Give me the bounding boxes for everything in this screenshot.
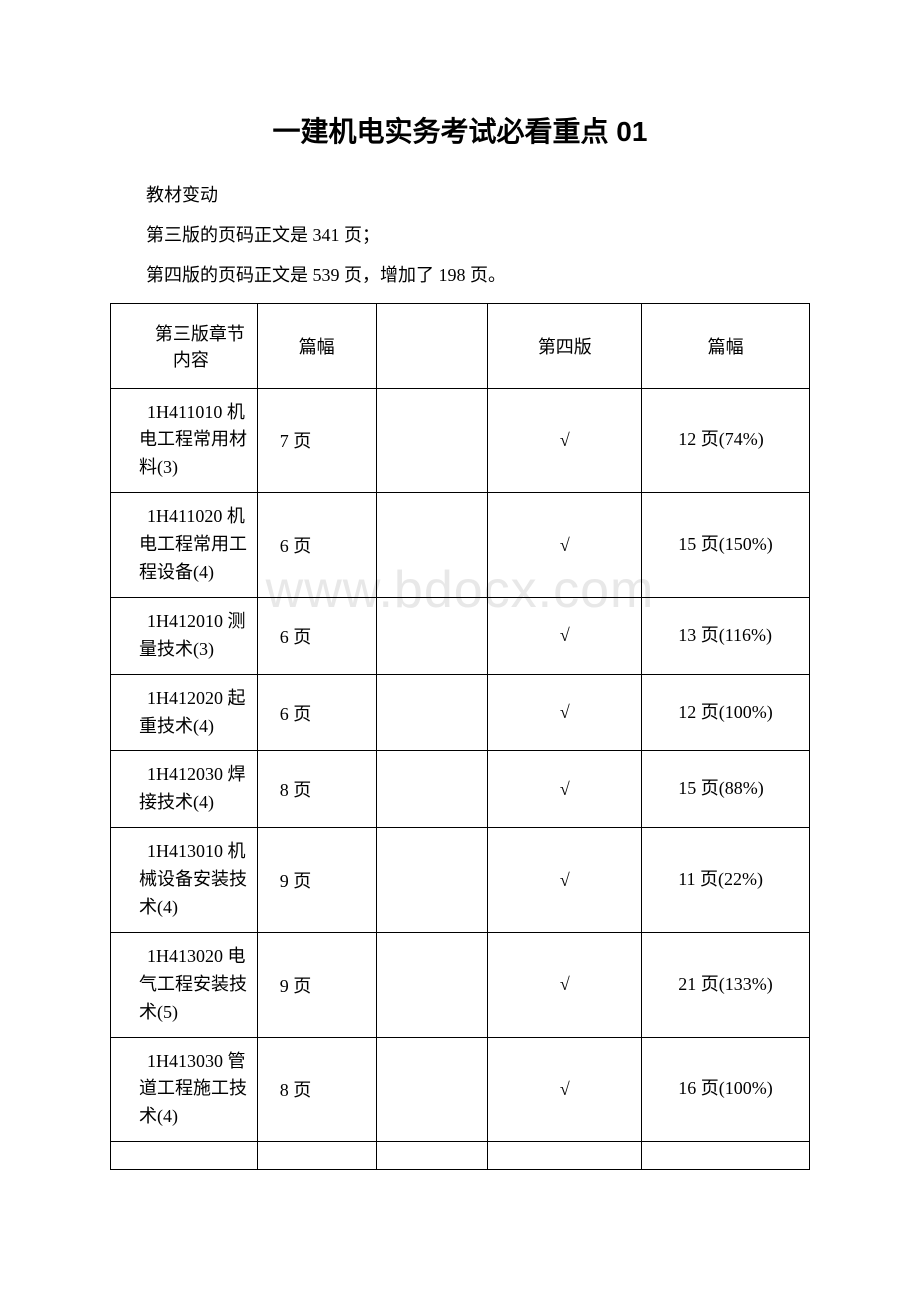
table-cell — [376, 751, 488, 828]
table-cell: √ — [488, 493, 642, 598]
table-cell: √ — [488, 751, 642, 828]
table-cell: √ — [488, 674, 642, 751]
table-row: 1H412030 焊接技术(4) 8 页 √ 15 页(88%) — [111, 751, 810, 828]
table-cell — [376, 828, 488, 933]
table-cell — [376, 1142, 488, 1170]
table-cell: 11 页(22%) — [642, 828, 810, 933]
table-cell: √ — [488, 828, 642, 933]
table-cell — [642, 1142, 810, 1170]
document-page: www.bdocx.com 一建机电实务考试必看重点 01 教材变动 第三版的页… — [0, 0, 920, 1230]
table-row: 1H413020 电气工程安装技术(5) 9 页 √ 21 页(133%) — [111, 932, 810, 1037]
table-cell — [376, 674, 488, 751]
table-cell: 15 页(88%) — [642, 751, 810, 828]
table-cell: 7 页 — [257, 388, 376, 493]
table-header-row: 第三版章节内容 篇幅 第四版 篇幅 — [111, 303, 810, 388]
paragraph: 教材变动 — [110, 178, 810, 212]
table-cell: 15 页(150%) — [642, 493, 810, 598]
page-title: 一建机电实务考试必看重点 01 — [110, 110, 810, 150]
table-cell: 1H413010 机械设备安装技术(4) — [111, 828, 258, 933]
table-cell: √ — [488, 932, 642, 1037]
table-header: 第四版 — [488, 303, 642, 388]
content-layer: 一建机电实务考试必看重点 01 教材变动 第三版的页码正文是 341 页； 第四… — [110, 110, 810, 1170]
table-row — [111, 1142, 810, 1170]
comparison-table: 第三版章节内容 篇幅 第四版 篇幅 1H411010 机电工程常用材料(3) 7… — [110, 303, 810, 1171]
table-row: 1H411020 机电工程常用工程设备(4) 6 页 √ 15 页(150%) — [111, 493, 810, 598]
table-cell — [257, 1142, 376, 1170]
table-cell: 1H413030 管道工程施工技术(4) — [111, 1037, 258, 1142]
table-cell: 1H412010 测量技术(3) — [111, 597, 258, 674]
table-cell — [376, 932, 488, 1037]
table-cell: 6 页 — [257, 597, 376, 674]
table-cell: 9 页 — [257, 828, 376, 933]
table-header — [376, 303, 488, 388]
table-cell: 8 页 — [257, 1037, 376, 1142]
table-cell: 12 页(100%) — [642, 674, 810, 751]
table-cell: 1H412020 起重技术(4) — [111, 674, 258, 751]
table-cell: 1H412030 焊接技术(4) — [111, 751, 258, 828]
table-cell — [488, 1142, 642, 1170]
table-row: 1H412020 起重技术(4) 6 页 √ 12 页(100%) — [111, 674, 810, 751]
table-cell: 6 页 — [257, 493, 376, 598]
table-header: 第三版章节内容 — [111, 303, 258, 388]
table-cell: 12 页(74%) — [642, 388, 810, 493]
paragraph: 第四版的页码正文是 539 页，增加了 198 页。 — [110, 258, 810, 292]
table-row: 1H411010 机电工程常用材料(3) 7 页 √ 12 页(74%) — [111, 388, 810, 493]
table-cell: 1H413020 电气工程安装技术(5) — [111, 932, 258, 1037]
table-cell: 13 页(116%) — [642, 597, 810, 674]
table-cell: 16 页(100%) — [642, 1037, 810, 1142]
table-cell: 8 页 — [257, 751, 376, 828]
table-body: 1H411010 机电工程常用材料(3) 7 页 √ 12 页(74%) 1H4… — [111, 388, 810, 1170]
table-cell: 6 页 — [257, 674, 376, 751]
table-header: 篇幅 — [642, 303, 810, 388]
table-row: 1H412010 测量技术(3) 6 页 √ 13 页(116%) — [111, 597, 810, 674]
table-cell — [376, 388, 488, 493]
table-cell — [376, 493, 488, 598]
table-row: 1H413030 管道工程施工技术(4) 8 页 √ 16 页(100%) — [111, 1037, 810, 1142]
table-cell: 9 页 — [257, 932, 376, 1037]
table-cell — [376, 597, 488, 674]
table-row: 1H413010 机械设备安装技术(4) 9 页 √ 11 页(22%) — [111, 828, 810, 933]
table-cell: √ — [488, 1037, 642, 1142]
table-cell — [111, 1142, 258, 1170]
table-cell: 21 页(133%) — [642, 932, 810, 1037]
table-cell: 1H411010 机电工程常用材料(3) — [111, 388, 258, 493]
table-cell: 1H411020 机电工程常用工程设备(4) — [111, 493, 258, 598]
table-cell: √ — [488, 388, 642, 493]
table-cell: √ — [488, 597, 642, 674]
paragraph: 第三版的页码正文是 341 页； — [110, 218, 810, 252]
table-header: 篇幅 — [257, 303, 376, 388]
table-cell — [376, 1037, 488, 1142]
